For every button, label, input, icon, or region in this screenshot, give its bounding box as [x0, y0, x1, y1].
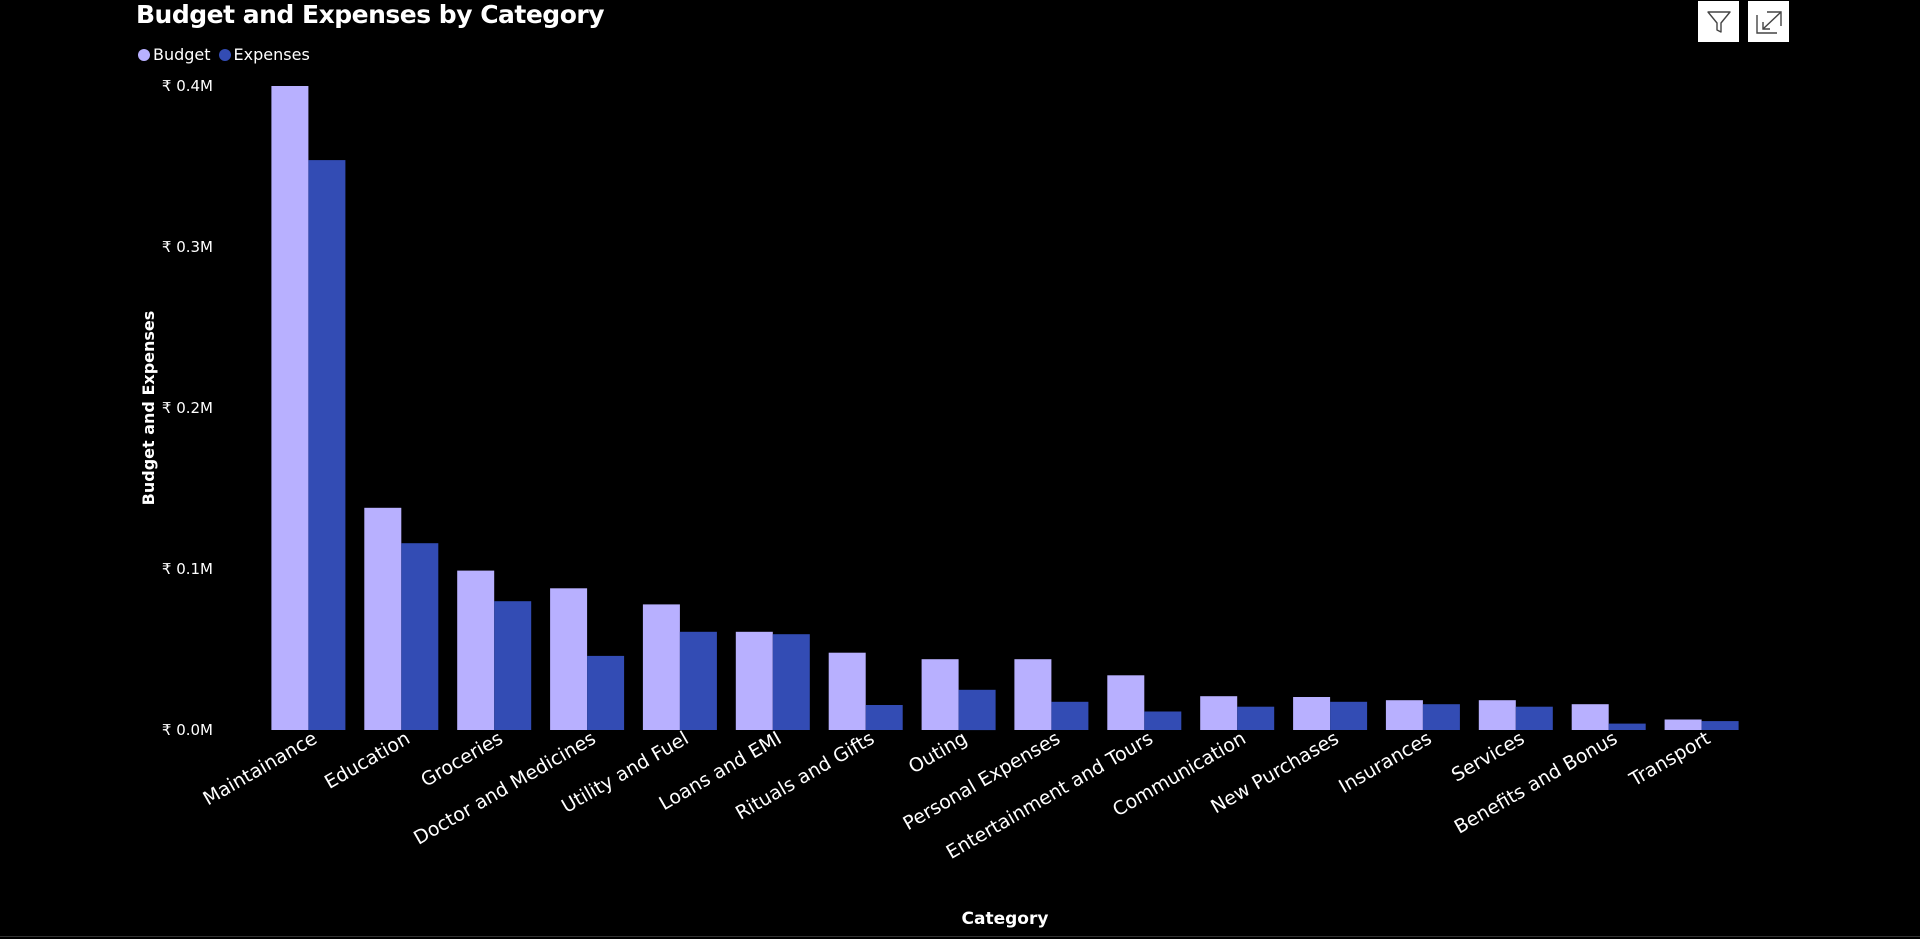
x-tick-label: Maintainance	[199, 727, 320, 810]
legend: Budget Expenses	[138, 45, 318, 64]
bar-budget	[457, 570, 495, 730]
bar-expenses	[587, 655, 625, 730]
x-axis-title: Category	[962, 909, 1049, 929]
bar-budget	[1107, 675, 1145, 730]
focus-mode-button[interactable]	[1748, 1, 1789, 42]
chart-title: Budget and Expenses by Category	[136, 0, 605, 29]
bar-expenses	[308, 160, 346, 731]
y-tick-label: ₹ 0.2M	[162, 399, 213, 417]
bar-budget	[271, 86, 309, 730]
bar-expenses	[401, 543, 439, 730]
x-tick-label: Services	[1448, 727, 1528, 786]
bar-expenses	[1144, 711, 1182, 730]
focus-mode-icon	[1755, 10, 1782, 34]
bar-budget	[828, 652, 866, 730]
bar-expenses	[1330, 701, 1368, 730]
x-tick-label: Benefits and Bonus	[1451, 727, 1622, 838]
bar-budget	[1385, 700, 1423, 730]
x-tick-label: Transport	[1625, 727, 1714, 791]
bar-budget	[1200, 696, 1238, 730]
bar-expenses	[679, 631, 717, 730]
bar-budget	[921, 659, 959, 730]
bar-budget	[364, 507, 402, 730]
bar-budget	[1571, 704, 1609, 730]
bar-budget	[735, 631, 773, 730]
legend-label-expenses: Expenses	[233, 45, 310, 64]
legend-marker-budget	[138, 48, 150, 61]
filter-button[interactable]	[1698, 1, 1739, 42]
bar-expenses	[1237, 706, 1275, 730]
bar-budget	[642, 604, 680, 730]
y-tick-label: ₹ 0.0M	[162, 721, 213, 739]
bar-expenses	[1051, 701, 1089, 730]
bar-expenses	[1608, 723, 1646, 730]
legend-marker-expenses	[218, 48, 231, 61]
bar-budget	[1293, 697, 1331, 730]
bar-budget	[550, 588, 588, 730]
legend-item-expenses[interactable]: Expenses	[218, 45, 310, 64]
bar-expenses	[1422, 704, 1460, 730]
bar-expenses	[958, 689, 996, 731]
bar-expenses	[1701, 721, 1739, 730]
bottom-divider	[0, 936, 1920, 937]
legend-item-budget[interactable]: Budget	[138, 45, 211, 64]
bar-expenses	[494, 601, 532, 730]
y-tick-label: ₹ 0.1M	[162, 560, 213, 578]
bar-expenses	[1515, 706, 1553, 730]
x-tick-label: Education	[321, 727, 414, 793]
bar-budget	[1664, 719, 1702, 730]
visual-header-toolbar	[1698, 1, 1798, 42]
x-tick-label: Outing	[905, 727, 971, 778]
bar-budget	[1478, 700, 1516, 730]
y-tick-label: ₹ 0.4M	[162, 77, 213, 95]
bar-expenses	[865, 705, 903, 730]
bar-budget	[1014, 659, 1052, 730]
x-tick-label: Insurances	[1335, 727, 1435, 798]
x-tick-label: Personal Expenses	[899, 727, 1064, 835]
legend-label-budget: Budget	[153, 45, 211, 64]
filter-icon	[1706, 10, 1731, 33]
y-tick-label: ₹ 0.3M	[162, 238, 213, 256]
bar-expenses	[772, 634, 810, 730]
y-axis-title: Budget and Expenses	[139, 311, 158, 506]
